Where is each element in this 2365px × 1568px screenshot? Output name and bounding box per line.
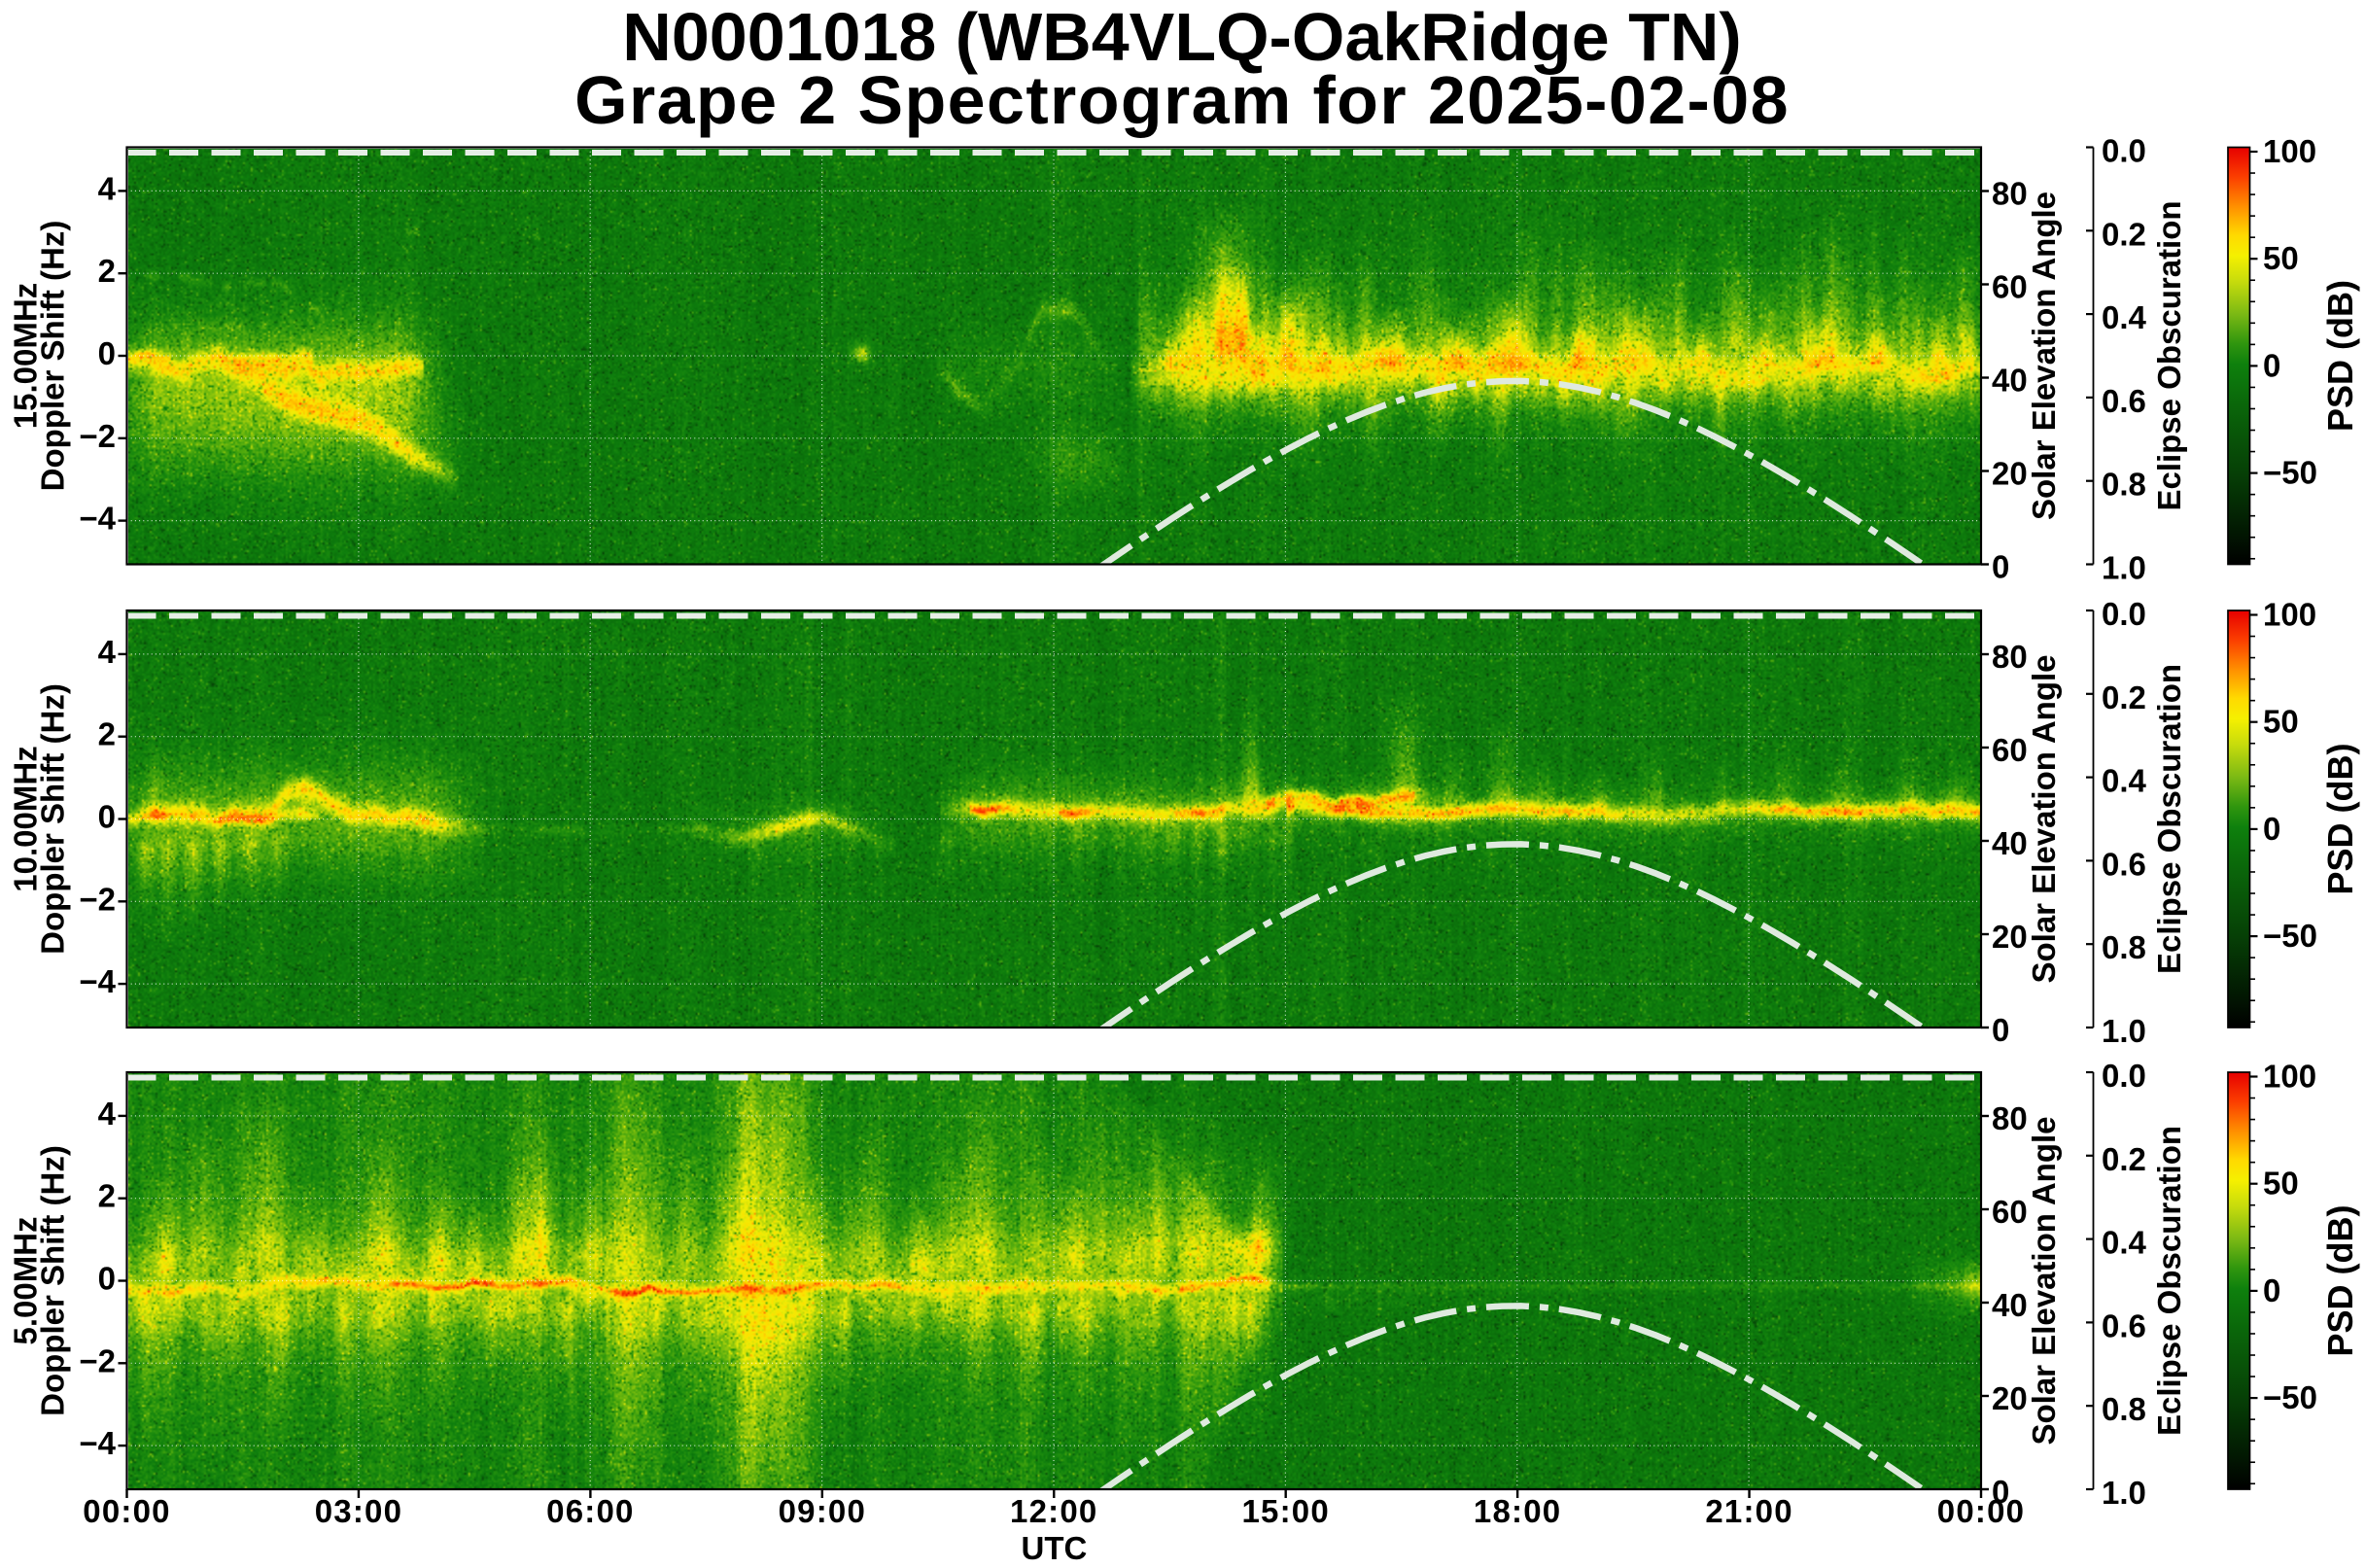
svg-text:N0001018 (WB4VLQ-OakRidge TN): N0001018 (WB4VLQ-OakRidge TN) xyxy=(622,0,1741,75)
svg-text:0: 0 xyxy=(1992,1474,2009,1510)
svg-text:06:00: 06:00 xyxy=(546,1493,634,1529)
svg-text:80: 80 xyxy=(1992,1100,2028,1136)
svg-text:−2: −2 xyxy=(79,418,116,454)
svg-text:20: 20 xyxy=(1992,1380,2028,1416)
svg-text:1.0: 1.0 xyxy=(2102,1475,2146,1511)
svg-text:15.00MHz: 15.00MHz xyxy=(8,283,44,429)
svg-text:4: 4 xyxy=(98,634,117,670)
svg-text:15:00: 15:00 xyxy=(1241,1493,1329,1529)
svg-text:00:00: 00:00 xyxy=(1937,1493,2025,1529)
svg-text:10.00MHz: 10.00MHz xyxy=(8,746,44,891)
svg-text:−4: −4 xyxy=(79,501,116,537)
svg-text:0.0: 0.0 xyxy=(2102,1058,2146,1094)
svg-text:40: 40 xyxy=(1992,1287,2028,1323)
svg-text:21:00: 21:00 xyxy=(1705,1493,1792,1529)
svg-text:0.0: 0.0 xyxy=(2102,596,2146,632)
svg-text:60: 60 xyxy=(1992,1194,2028,1230)
svg-text:Grape 2 Spectrogram for 2025-0: Grape 2 Spectrogram for 2025-02-08 xyxy=(574,62,1790,138)
svg-text:Solar Elevation Angle: Solar Elevation Angle xyxy=(2026,192,2062,520)
svg-text:50: 50 xyxy=(2263,704,2299,740)
svg-text:60: 60 xyxy=(1992,269,2028,305)
svg-text:20: 20 xyxy=(1992,919,2028,955)
svg-text:Eclipse Obscuration: Eclipse Obscuration xyxy=(2151,1126,2187,1436)
svg-text:1.0: 1.0 xyxy=(2102,550,2146,586)
svg-text:60: 60 xyxy=(1992,732,2028,768)
svg-text:−2: −2 xyxy=(79,1342,116,1378)
svg-text:18:00: 18:00 xyxy=(1474,1493,1561,1529)
svg-text:4: 4 xyxy=(98,1096,117,1132)
svg-text:1.0: 1.0 xyxy=(2102,1013,2146,1049)
svg-text:0.0: 0.0 xyxy=(2102,133,2146,169)
svg-text:80: 80 xyxy=(1992,639,2028,675)
svg-text:0: 0 xyxy=(98,1261,116,1297)
svg-text:Doppler Shift (Hz): Doppler Shift (Hz) xyxy=(35,1145,71,1416)
svg-text:0: 0 xyxy=(1992,1012,2009,1048)
svg-text:UTC: UTC xyxy=(1021,1530,1087,1566)
svg-text:20: 20 xyxy=(1992,456,2028,492)
svg-text:0: 0 xyxy=(2263,347,2280,383)
svg-text:80: 80 xyxy=(1992,176,2028,212)
svg-text:0.6: 0.6 xyxy=(2102,846,2146,882)
svg-text:2: 2 xyxy=(98,716,116,752)
svg-text:40: 40 xyxy=(1992,825,2028,861)
svg-text:−50: −50 xyxy=(2263,918,2317,954)
svg-text:2: 2 xyxy=(98,1178,116,1214)
svg-text:PSD (dB): PSD (dB) xyxy=(2320,744,2360,895)
svg-text:0.4: 0.4 xyxy=(2102,299,2147,335)
svg-text:0.4: 0.4 xyxy=(2102,1225,2147,1261)
svg-text:40: 40 xyxy=(1992,363,2028,399)
svg-text:0: 0 xyxy=(1992,549,2009,585)
svg-text:−4: −4 xyxy=(79,963,116,999)
svg-text:−2: −2 xyxy=(79,881,116,917)
svg-text:Solar Elevation Angle: Solar Elevation Angle xyxy=(2026,1116,2062,1445)
svg-text:0.6: 0.6 xyxy=(2102,383,2146,419)
svg-text:Eclipse Obscuration: Eclipse Obscuration xyxy=(2151,200,2187,510)
svg-text:4: 4 xyxy=(98,170,117,206)
svg-text:0: 0 xyxy=(98,799,116,835)
svg-text:0: 0 xyxy=(98,335,116,371)
svg-text:2: 2 xyxy=(98,253,116,289)
svg-text:PSD (dB): PSD (dB) xyxy=(2320,1205,2360,1357)
svg-text:09:00: 09:00 xyxy=(779,1493,866,1529)
svg-text:0.8: 0.8 xyxy=(2102,467,2146,503)
svg-text:50: 50 xyxy=(2263,1166,2299,1202)
svg-text:0.2: 0.2 xyxy=(2102,679,2146,715)
svg-text:PSD (dB): PSD (dB) xyxy=(2320,280,2360,432)
svg-text:5.00MHz: 5.00MHz xyxy=(8,1216,44,1344)
svg-text:00:00: 00:00 xyxy=(83,1493,170,1529)
svg-text:0.6: 0.6 xyxy=(2102,1307,2146,1343)
svg-text:03:00: 03:00 xyxy=(315,1493,402,1529)
svg-text:−4: −4 xyxy=(79,1425,116,1461)
svg-text:100: 100 xyxy=(2263,1059,2316,1095)
svg-text:0: 0 xyxy=(2263,1272,2280,1308)
svg-text:Solar Elevation Angle: Solar Elevation Angle xyxy=(2026,654,2062,983)
svg-text:−50: −50 xyxy=(2263,1379,2317,1415)
svg-text:0.8: 0.8 xyxy=(2102,1391,2146,1427)
svg-text:0.4: 0.4 xyxy=(2102,763,2147,799)
svg-text:Doppler Shift (Hz): Doppler Shift (Hz) xyxy=(35,683,71,955)
svg-text:100: 100 xyxy=(2263,133,2316,169)
svg-text:12:00: 12:00 xyxy=(1010,1493,1097,1529)
svg-text:50: 50 xyxy=(2263,240,2299,276)
svg-text:0.2: 0.2 xyxy=(2102,216,2146,252)
svg-text:Eclipse Obscuration: Eclipse Obscuration xyxy=(2151,664,2187,974)
svg-text:0.2: 0.2 xyxy=(2102,1141,2146,1177)
svg-text:0.8: 0.8 xyxy=(2102,929,2146,965)
svg-text:−50: −50 xyxy=(2263,455,2317,491)
svg-text:100: 100 xyxy=(2263,597,2316,633)
svg-text:Doppler Shift (Hz): Doppler Shift (Hz) xyxy=(35,221,71,492)
svg-text:0: 0 xyxy=(2263,811,2280,847)
